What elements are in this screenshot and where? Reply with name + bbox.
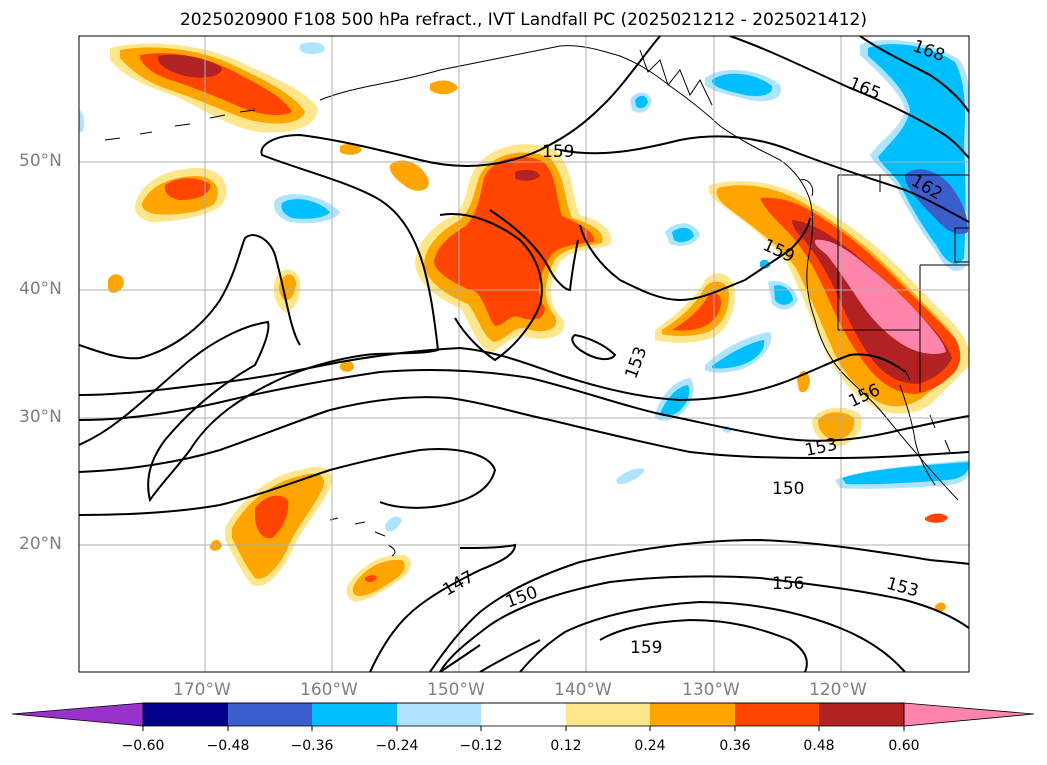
longitude-label: 150°W <box>427 680 485 700</box>
colorbar-tick-label: −0.24 <box>376 738 419 754</box>
shade-region <box>108 274 124 293</box>
shade-region <box>712 340 765 369</box>
shade-region <box>672 293 722 331</box>
shade-region <box>365 575 377 583</box>
contour-label: 159 <box>630 638 662 658</box>
map-frame <box>78 35 970 673</box>
colorbar-tick-label: 0.48 <box>803 738 834 754</box>
contour-label: 159 <box>542 142 574 162</box>
longitude-label: 160°W <box>300 680 358 700</box>
map-title: 2025020900 F108 500 hPa refract., IVT La… <box>179 10 867 30</box>
shade-region <box>340 360 354 372</box>
shaded-anomaly-layer <box>79 40 969 612</box>
colorbar-extend-low <box>11 702 144 727</box>
longitude-label: 170°W <box>173 680 231 700</box>
colorbar-segment <box>228 703 312 726</box>
latitude-label: 20°N <box>19 534 62 554</box>
shade-region <box>164 178 211 200</box>
longitude-label: 140°W <box>554 680 612 700</box>
colorbar-segment <box>397 703 481 726</box>
shade-region <box>760 259 770 269</box>
latitude-label: 40°N <box>19 279 62 299</box>
shade-region <box>389 160 429 191</box>
colorbar: −0.60 −0.48 −0.36 −0.24 −0.12 0.12 0.24 … <box>11 702 1035 754</box>
longitude-label: 130°W <box>682 680 740 700</box>
colorbar-tick-label: 0.36 <box>719 738 750 754</box>
colorbar-tick-label: −0.48 <box>207 738 250 754</box>
colorbar-tick-label: −0.12 <box>460 738 503 754</box>
latitude-label: 50°N <box>19 151 62 171</box>
colorbar-segment <box>650 703 735 726</box>
shade-region <box>818 412 855 440</box>
shade-region <box>158 54 222 78</box>
shade-region <box>385 516 402 532</box>
colorbar-segment <box>566 703 650 726</box>
shade-region <box>281 199 330 219</box>
map-panel <box>79 36 969 672</box>
shade-region <box>430 80 458 95</box>
colorbar-tick-label: −0.36 <box>291 738 334 754</box>
shade-region <box>925 513 948 523</box>
colorbar-segment <box>735 703 819 726</box>
shade-region <box>340 143 362 155</box>
colorbar-tick-label: 0.12 <box>550 738 581 754</box>
shade-region <box>814 239 946 354</box>
shade-region <box>515 169 540 181</box>
longitude-label: 120°W <box>809 680 867 700</box>
colorbar-tick-label: 0.24 <box>634 738 665 754</box>
shade-region <box>635 95 648 109</box>
latitude-label: 30°N <box>19 407 62 427</box>
colorbar-segment <box>312 703 397 726</box>
colorbar-tick-label: −0.60 <box>122 738 165 754</box>
contour-label: 150 <box>772 479 804 499</box>
colorbar-segment <box>819 703 904 726</box>
shade-region <box>842 462 969 485</box>
shade-region <box>300 42 325 55</box>
colorbar-extend-high <box>903 702 1035 727</box>
shade-region <box>905 169 968 235</box>
shade-region <box>672 227 694 243</box>
refractivity-contours <box>79 36 969 672</box>
shade-region <box>352 559 405 596</box>
shade-region <box>712 73 773 96</box>
shade-region <box>79 110 85 132</box>
shade-region <box>616 468 645 485</box>
colorbar-tick-label: 0.60 <box>888 738 919 754</box>
shade-region <box>255 495 289 539</box>
shade-region <box>935 602 946 612</box>
colorbar-segment <box>143 703 228 726</box>
colorbar-segment <box>481 703 566 726</box>
shade-region <box>434 156 595 326</box>
contour-label: 156 <box>772 574 804 594</box>
shade-region <box>279 274 296 301</box>
